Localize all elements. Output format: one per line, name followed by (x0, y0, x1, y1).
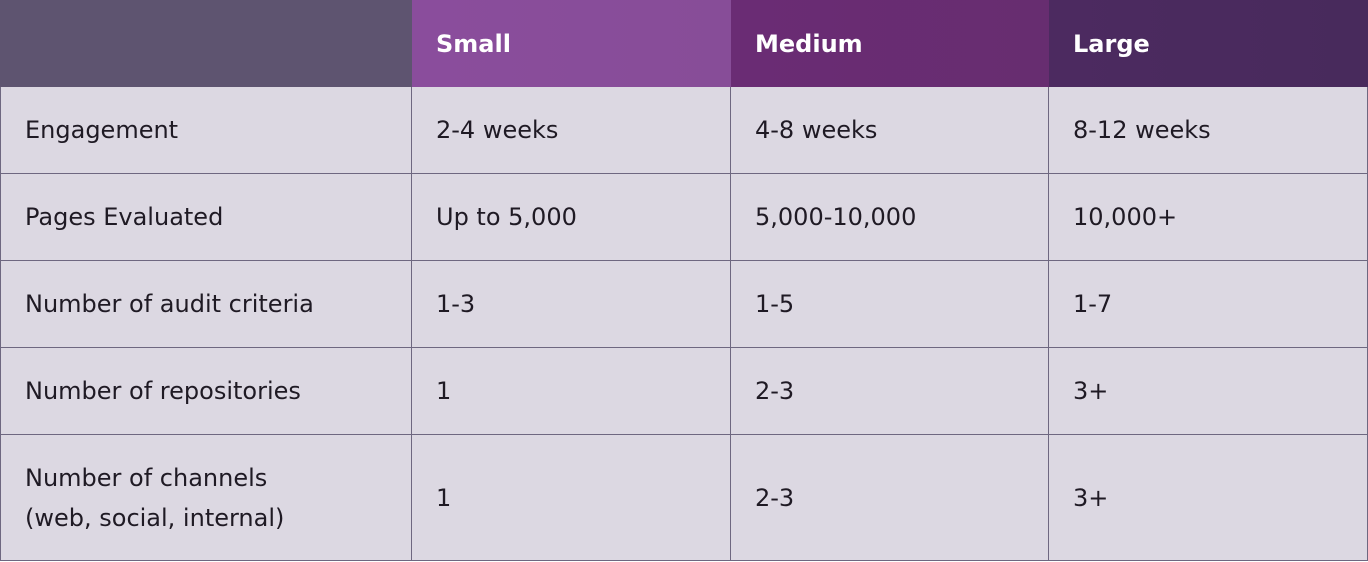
table-cell: 10,000+ (1049, 174, 1368, 261)
table-cell: Up to 5,000 (412, 174, 731, 261)
table-cell: 8-12 weeks (1049, 87, 1368, 174)
row-label-line: Pages Evaluated (25, 203, 224, 231)
column-header: Medium (731, 0, 1049, 87)
table-cell: 3+ (1049, 348, 1368, 435)
row-label: Pages Evaluated (0, 174, 412, 261)
table-cell: 1-3 (412, 261, 731, 348)
row-label: Number of channels (web, social, internal… (0, 435, 412, 561)
table-cell: 2-3 (731, 348, 1049, 435)
table-cell: 5,000-10,000 (731, 174, 1049, 261)
column-header: Small (412, 0, 731, 87)
table-cell: 2-3 (731, 435, 1049, 561)
row-label-line: Number of audit criteria (25, 290, 314, 318)
table-cell: 3+ (1049, 435, 1368, 561)
table-cell: 1-5 (731, 261, 1049, 348)
table-cell: 2-4 weeks (412, 87, 731, 174)
table-cell: 1 (412, 435, 731, 561)
row-label-line: Number of channels (25, 463, 268, 492)
row-label-line: Engagement (25, 116, 179, 144)
table-cell: 4-8 weeks (731, 87, 1049, 174)
table-cell: 1-7 (1049, 261, 1368, 348)
column-header: Large (1049, 0, 1368, 87)
row-label-line: (web, social, internal) (25, 503, 285, 532)
row-label-line: Number of repositories (25, 377, 301, 405)
table-cell: 1 (412, 348, 731, 435)
row-label: Number of audit criteria (0, 261, 412, 348)
row-label: Engagement (0, 87, 412, 174)
header-corner (0, 0, 412, 87)
row-label: Number of repositories (0, 348, 412, 435)
